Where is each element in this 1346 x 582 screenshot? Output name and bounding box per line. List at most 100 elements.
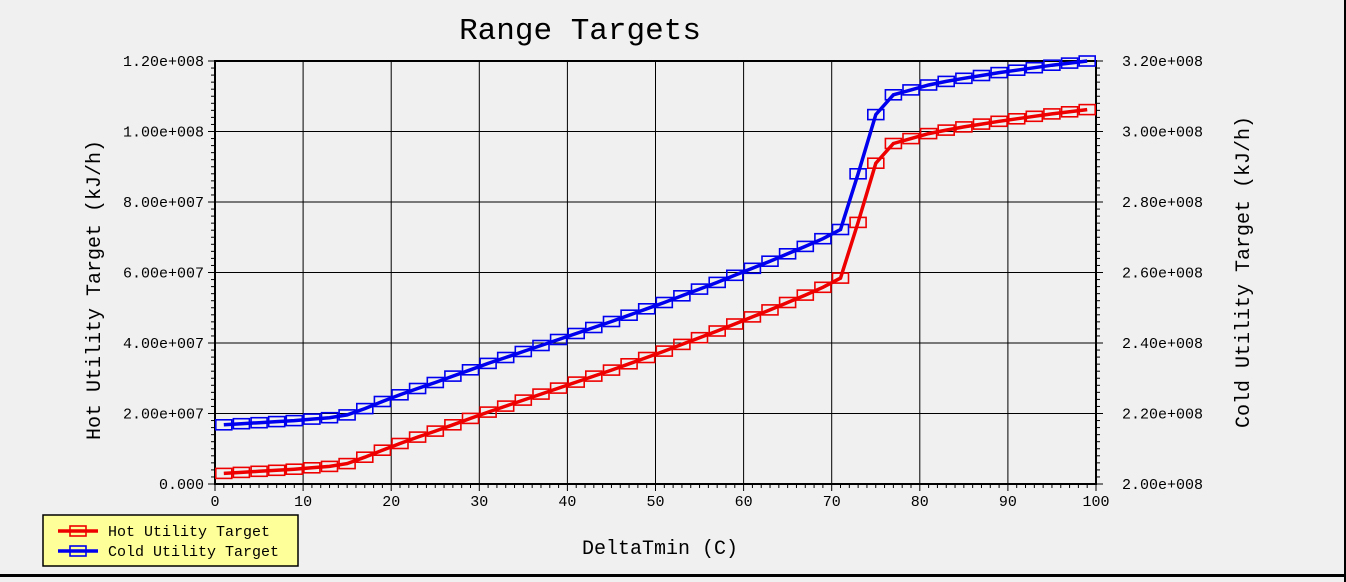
series-marker-cold <box>1060 57 1079 69</box>
left-tick-label: 1.20e+008 <box>123 54 204 71</box>
series-marker-hot <box>232 466 251 479</box>
series-marker-cold <box>743 262 762 275</box>
series-marker-hot <box>250 465 268 478</box>
series-marker-hot <box>567 376 586 388</box>
series-marker-cold <box>532 339 550 352</box>
x-tick-label: 100 <box>1082 494 1109 511</box>
series-marker-hot <box>514 394 533 406</box>
x-tick-label: 20 <box>382 494 400 511</box>
x-tick-label: 60 <box>735 494 753 511</box>
right-tick-label: 3.00e+008 <box>1122 125 1203 142</box>
series-marker-cold <box>250 416 268 429</box>
window-bottom-border <box>0 574 1346 577</box>
x-tick-label: 10 <box>294 494 312 511</box>
series-marker-hot <box>1043 108 1061 120</box>
axis-tick-labels: 0 10 20 30 40 50 60 70 80 90 100 0.000 2.00e+007 4.00… <box>123 54 1203 511</box>
series-marker-cold <box>285 414 304 427</box>
series-marker-hot <box>902 132 920 145</box>
left-tick-label: 8.00e+007 <box>123 195 204 212</box>
series-marker-cold <box>338 409 356 421</box>
legend-label-hot: Hot Utility Target <box>108 524 270 541</box>
series-marker-cold <box>620 309 638 322</box>
series-marker-hot <box>1025 110 1044 123</box>
right-tick-label: 2.20e+008 <box>1122 407 1203 424</box>
series-marker-hot <box>215 467 233 480</box>
series-marker-cold <box>708 276 727 289</box>
series-marker-cold <box>391 388 409 401</box>
series-marker-hot <box>990 115 1008 128</box>
series-marker-cold <box>479 357 497 370</box>
series-marker-cold <box>919 79 938 91</box>
series-marker-cold <box>355 402 374 415</box>
series-marker-hot <box>708 325 727 337</box>
series-marker-cold <box>215 418 233 431</box>
axis-ticks <box>208 60 1103 491</box>
window-right-border <box>1344 0 1346 582</box>
series-marker-hot <box>355 451 374 464</box>
series-marker-cold <box>1007 64 1026 76</box>
series-marker-cold <box>426 376 445 389</box>
series-marker-cold <box>972 69 991 82</box>
series-marker-hot <box>584 370 603 382</box>
legend-hot-marker-sample <box>69 525 87 537</box>
series-marker-hot <box>1007 113 1026 125</box>
right-tick-label: 3.20e+008 <box>1122 54 1203 71</box>
series-marker-cold <box>849 168 867 180</box>
right-axis-title: Cold Utility Target (kJ/h) <box>1233 116 1256 428</box>
series-marker-hot <box>479 406 497 418</box>
series-marker-hot <box>743 311 762 323</box>
series-marker-hot <box>620 357 638 370</box>
series-marker-cold <box>373 395 392 408</box>
series-marker-hot <box>320 460 339 473</box>
series-marker-cold <box>902 84 920 96</box>
series-marker-hot <box>690 331 709 344</box>
series-marker-cold <box>673 289 691 302</box>
series-marker-cold <box>549 333 568 346</box>
series-marker-hot <box>303 461 321 474</box>
series-marker-hot <box>937 124 956 136</box>
right-tick-label: 2.00e+008 <box>1122 477 1203 494</box>
left-tick-label: 4.00e+007 <box>123 336 204 353</box>
series-marker-cold <box>232 417 251 430</box>
legend[interactable]: Hot Utility Target Cold Utility Target <box>42 514 299 567</box>
series-marker-cold <box>496 351 515 364</box>
x-tick-label: 0 <box>210 494 219 511</box>
series-marker-hot <box>1078 103 1096 116</box>
x-tick-label: 30 <box>470 494 488 511</box>
left-tick-label: 6.00e+007 <box>123 266 204 283</box>
series-marker-hot <box>496 400 515 412</box>
series-marker-hot <box>408 431 427 443</box>
x-tick-label: 50 <box>646 494 664 511</box>
series-marker-cold <box>1025 61 1044 74</box>
series-marker-cold <box>866 108 885 121</box>
x-tick-label: 80 <box>911 494 929 511</box>
data-series <box>215 55 1096 480</box>
series-marker-cold <box>1043 59 1061 72</box>
series-marker-cold <box>514 345 533 358</box>
series-marker-cold <box>267 415 286 428</box>
series-marker-hot <box>814 281 832 294</box>
series-marker-cold <box>990 66 1008 79</box>
series-marker-cold <box>567 327 586 340</box>
left-tick-label: 2.00e+007 <box>123 407 204 424</box>
left-tick-label: 1.00e+008 <box>123 125 204 142</box>
left-axis-title: Hot Utility Target (kJ/h) <box>84 140 107 440</box>
series-marker-cold <box>637 302 656 315</box>
series-marker-hot <box>761 304 779 316</box>
series-marker-cold <box>584 321 603 334</box>
chart-title: Range Targets <box>459 14 701 49</box>
legend-box[interactable] <box>42 514 299 567</box>
series-marker-hot <box>267 464 286 477</box>
legend-cold-marker-sample <box>69 545 87 557</box>
series-marker-hot <box>849 216 867 229</box>
series-marker-cold <box>444 370 462 382</box>
series-marker-hot <box>655 345 674 357</box>
series-marker-hot <box>972 118 991 130</box>
legend-label-cold: Cold Utility Target <box>108 544 279 561</box>
series-marker-cold <box>1078 55 1096 67</box>
series-marker-hot <box>725 318 744 330</box>
series-marker-hot <box>831 272 850 284</box>
series-marker-hot <box>426 425 445 437</box>
series-marker-cold <box>655 296 674 309</box>
